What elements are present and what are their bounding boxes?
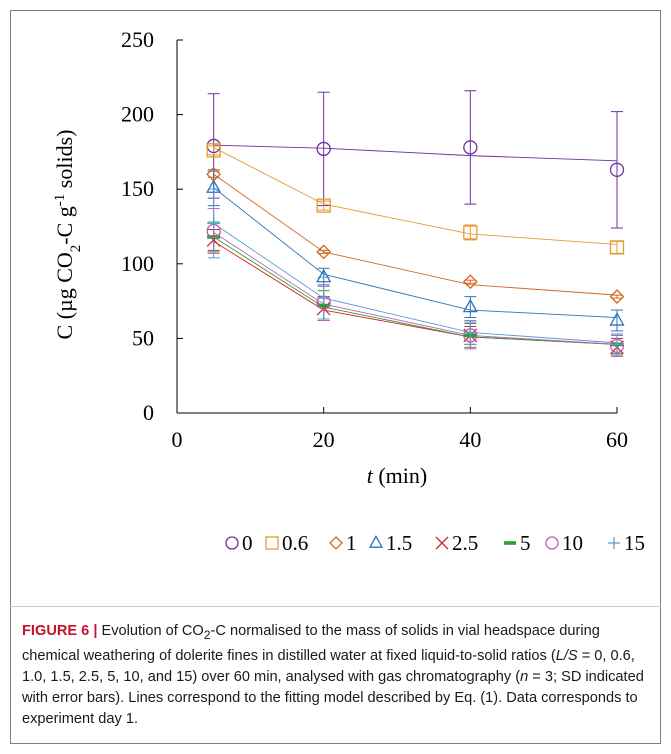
y-tick-label: 200 — [121, 102, 154, 127]
legend: 0 0.6 1 1.5 2.5 5 10 15 — [225, 531, 645, 555]
data-markers — [206, 138, 625, 355]
data-point-1 — [609, 289, 625, 305]
data-point-0 — [463, 140, 478, 155]
y-tick-label: 250 — [121, 27, 154, 52]
y-tick-label: 150 — [121, 176, 154, 201]
data-point-0.6 — [609, 240, 625, 255]
legend-label-15: 15 — [624, 531, 645, 555]
legend-label-1: 1 — [346, 531, 357, 555]
data-point-1 — [462, 274, 478, 290]
fit-line-0 — [213, 144, 618, 162]
fit-line-10 — [213, 232, 618, 345]
data-point-5 — [317, 303, 331, 308]
figure-label: FIGURE 6 — [22, 623, 90, 639]
y-tick-label: 50 — [132, 325, 154, 350]
data-point-0.6 — [463, 225, 478, 240]
y-axis-label: C (µg CO2-C g-1 solids) — [52, 130, 84, 340]
legend-marker-1.5 — [368, 535, 384, 548]
legend-marker-5 — [504, 541, 516, 545]
data-point-0.6 — [316, 198, 331, 213]
data-point-1.5 — [316, 268, 332, 283]
data-point-1.5 — [206, 179, 222, 193]
legend-label-0: 0 — [242, 531, 253, 555]
data-point-1.5 — [462, 298, 478, 313]
data-point-0.6 — [206, 143, 221, 158]
fit-line-15 — [213, 223, 618, 344]
legend-marker-0 — [225, 536, 239, 550]
legend-label-2.5: 2.5 — [452, 531, 478, 555]
data-point-1 — [316, 244, 332, 260]
legend-marker-1 — [329, 536, 343, 550]
legend-label-1.5: 1.5 — [386, 531, 412, 555]
fit-line-2.5 — [213, 241, 618, 345]
x-tick-label: 60 — [606, 427, 628, 452]
legend-label-0.6: 0.6 — [282, 531, 308, 555]
data-point-15 — [317, 291, 331, 305]
fit-line-1.5 — [213, 187, 618, 318]
error-bars — [207, 90, 623, 357]
data-point-1.5 — [609, 312, 625, 326]
axis-labels: t (min) C (µg CO2-C g-1 solids) — [52, 130, 427, 488]
fit-lines — [213, 144, 618, 345]
caption-divider — [10, 606, 661, 607]
legend-marker-10 — [545, 536, 559, 550]
legend-label-5: 5 — [520, 531, 531, 555]
legend-marker-15 — [608, 537, 620, 549]
chart-axes: 0 50 100 150 200 250 0 20 40 60 — [121, 27, 628, 452]
fit-line-5 — [213, 236, 618, 345]
legend-marker-0.6 — [265, 536, 279, 550]
figure-frame — [10, 10, 661, 744]
x-tick-label: 0 — [172, 427, 183, 452]
data-point-15 — [463, 325, 477, 339]
x-tick-label: 40 — [459, 427, 481, 452]
figure-separator: | — [93, 623, 98, 639]
data-point-15 — [207, 217, 221, 231]
y-tick-label: 0 — [143, 400, 154, 425]
data-point-0 — [609, 162, 625, 177]
fit-line-1 — [213, 173, 618, 296]
figure-caption: FIGURE 6 | Evolution of CO2-C normalised… — [22, 621, 647, 730]
legend-label-10: 10 — [562, 531, 583, 555]
legend-marker-2.5 — [435, 536, 449, 550]
x-tick-label: 20 — [313, 427, 335, 452]
data-point-15 — [610, 337, 624, 351]
caption-text: Evolution of CO2-C normalised to the mas… — [22, 623, 644, 727]
x-axis-label: t (min) — [367, 463, 428, 488]
fit-line-0.6 — [213, 147, 618, 245]
data-point-0 — [316, 141, 331, 157]
y-tick-label: 100 — [121, 251, 154, 276]
